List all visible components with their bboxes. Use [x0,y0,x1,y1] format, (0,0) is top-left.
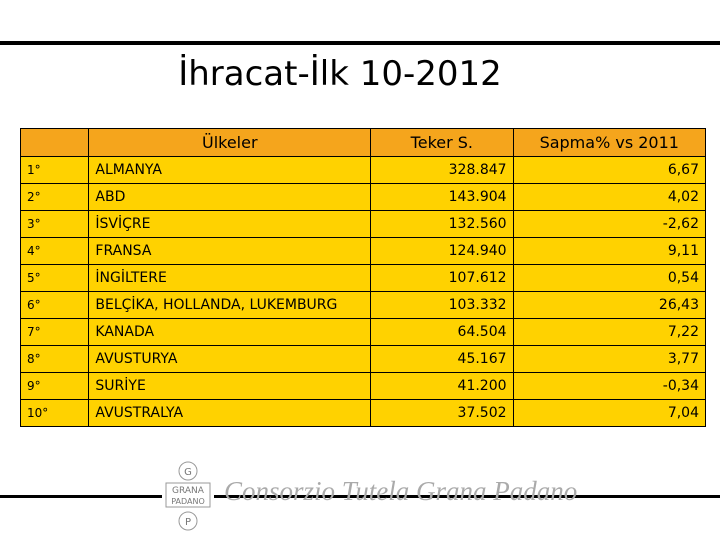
export-table: Ülkeler Teker S. Sapma% vs 2011 1° ALMANYA 3… [19,128,707,427]
value-cell: 143.904 [370,183,514,211]
header-row: Ülkeler Teker S. Sapma% vs 2011 [19,128,707,157]
column-header [19,128,90,157]
organization-name: Consorzio Tutela Grana Padano [224,476,578,506]
table-row: 6° BELÇİKA, HOLLANDA, LUKEMBURG 103.332 26,… [19,291,707,319]
country-cell: KANADA [88,318,372,346]
column-header: Ülkeler [88,128,372,157]
country-cell: ABD [88,183,372,211]
table-row: 9° SURİYE 41.200 -0,34 [19,372,707,400]
country-cell: BELÇİKA, HOLLANDA, LUKEMBURG [88,291,372,319]
table-row: 1° ALMANYA 328.847 6,67 [19,156,707,184]
value-cell: 7,22 [512,318,707,346]
table-row: 7° KANADA 64.504 7,22 [19,318,707,346]
country-cell: SURİYE [88,372,372,400]
logo-circle [178,511,198,531]
rank-cell: 10° [19,399,90,427]
value-cell: 64.504 [370,318,514,346]
logo-letter: G [184,467,192,478]
logo-circle [178,461,198,481]
logo-letter: P [185,517,191,528]
value-cell: 4,02 [512,183,707,211]
table-row: 8° AVUSTURYA 45.167 3,77 [19,345,707,373]
rank-cell: 6° [19,291,90,319]
table-row: 10° AVUSTRALYA 37.502 7,04 [19,399,707,427]
value-cell: -0,34 [512,372,707,400]
country-cell: AVUSTRALYA [88,399,372,427]
value-cell: 6,67 [512,156,707,184]
value-cell: 132.560 [370,210,514,238]
value-cell: 26,43 [512,291,707,319]
value-cell: 103.332 [370,291,514,319]
value-cell: 124.940 [370,237,514,265]
value-cell: 9,11 [512,237,707,265]
rank-cell: 1° [19,156,90,184]
logo-text: GRANA [172,486,205,496]
logo-box [165,482,211,508]
value-cell: 41.200 [370,372,514,400]
value-cell: 107.612 [370,264,514,292]
value-cell: 328.847 [370,156,514,184]
bottom-rule [0,495,720,498]
table-row: 5° İNGİLTERE 107.612 0,54 [19,264,707,292]
rank-cell: 4° [19,237,90,265]
title: İhracat-İlk 10-2012 [178,54,502,94]
country-cell: İNGİLTERE [88,264,372,292]
table-body: 1° ALMANYA 328.847 6,67 2° ABD 143.904 4,02 3° İS… [19,156,707,427]
table-row: 2° ABD 143.904 4,02 [19,183,707,211]
rank-cell: 9° [19,372,90,400]
value-cell: 7,04 [512,399,707,427]
column-header: Sapma% vs 2011 [512,128,707,157]
value-cell: 45.167 [370,345,514,373]
logo-text: PADANO [171,497,205,506]
top-rule [0,41,720,45]
table-row: 3° İSVİÇRE 132.560 -2,62 [19,210,707,238]
rank-cell: 7° [19,318,90,346]
country-cell: İSVİÇRE [88,210,372,238]
value-cell: -2,62 [512,210,707,238]
rank-cell: 8° [19,345,90,373]
value-cell: 37.502 [370,399,514,427]
column-header: Teker S. [370,128,514,157]
country-cell: AVUSTURYA [88,345,372,373]
rank-cell: 3° [19,210,90,238]
country-cell: ALMANYA [88,156,372,184]
table-row: 4° FRANSA 124.940 9,11 [19,237,707,265]
value-cell: 3,77 [512,345,707,373]
logo: G GRANA PADANO P [162,458,214,536]
rank-cell: 5° [19,264,90,292]
rank-cell: 2° [19,183,90,211]
country-cell: FRANSA [88,237,372,265]
value-cell: 0,54 [512,264,707,292]
